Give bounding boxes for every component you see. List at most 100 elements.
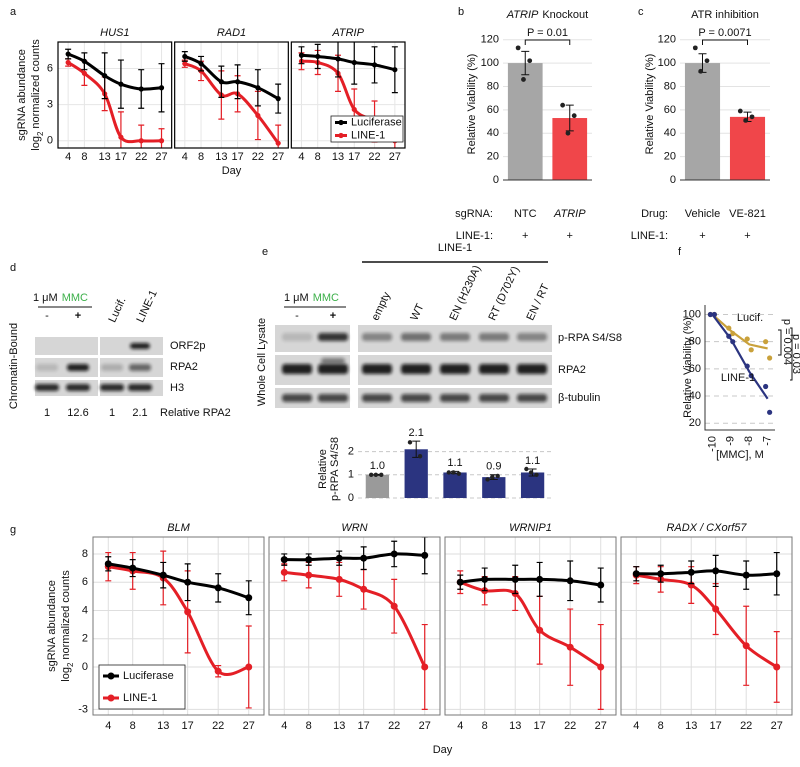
row-entry: + <box>744 230 750 242</box>
x-tick-label: 27 <box>272 151 284 163</box>
x-tick-label: 4 <box>633 720 639 732</box>
facet-frame <box>444 536 617 716</box>
side-label: Whole Cell Lysate <box>256 318 268 406</box>
x-tick-label: 27 <box>389 151 401 163</box>
data-point <box>234 79 241 85</box>
row-label: RPA2 <box>170 361 198 373</box>
lane-label: empty <box>369 290 393 323</box>
x-tick-label: 8 <box>306 720 312 732</box>
blot-band <box>401 364 431 374</box>
blot-band <box>321 358 345 364</box>
y-tick-label: 120 <box>481 34 499 46</box>
lane-label: EN / RT <box>524 282 551 323</box>
y-tick-label: 40 <box>689 390 701 402</box>
data-point <box>298 52 305 58</box>
replicate-point <box>446 470 451 475</box>
blot-band <box>129 364 151 371</box>
data-point <box>767 409 773 415</box>
row-entry: + <box>522 230 528 242</box>
facet-background <box>445 537 616 715</box>
blot-background <box>35 358 98 377</box>
facet-frame <box>268 536 441 716</box>
replicate-point <box>417 454 423 459</box>
data-point <box>742 571 750 579</box>
x-tick-label: 13 <box>99 151 111 163</box>
replicate-point <box>490 474 495 480</box>
replicate-point <box>524 466 529 472</box>
treatment-drug: MMC <box>62 292 88 304</box>
data-point <box>742 642 750 650</box>
data-point <box>730 339 736 345</box>
panel-letter: g <box>10 524 16 536</box>
error-bar <box>565 104 574 132</box>
y-axis-label-part: log <box>30 136 42 151</box>
blot-band <box>318 364 348 374</box>
y-tick-label: 0 <box>493 174 499 186</box>
y-tick-label: 60 <box>689 363 701 375</box>
replicate-point <box>451 470 456 475</box>
lane-label: WT <box>408 302 426 323</box>
replicate-point <box>456 471 462 476</box>
blot-band <box>128 384 152 391</box>
y-axis-label: Relative <box>317 449 329 489</box>
replicate-point <box>379 472 384 477</box>
axis-line <box>704 305 775 431</box>
blot-band <box>401 333 431 341</box>
x-tick-label: 22 <box>740 720 752 732</box>
blot-band <box>440 364 470 374</box>
y-tick-label: 2 <box>82 633 88 645</box>
facet-title: WRNIP1 <box>509 522 552 534</box>
value-label: 1.0 <box>370 460 385 472</box>
data-point <box>214 584 222 592</box>
y-tick-label: 100 <box>481 57 499 69</box>
replicate-point <box>527 58 533 64</box>
bar <box>729 116 766 180</box>
y-tick-label: 80 <box>664 80 676 92</box>
panel-letter: a <box>10 6 17 18</box>
x-tick-label: 13 <box>509 720 521 732</box>
row-label: β-tubulin <box>558 392 600 404</box>
data-point <box>351 106 357 113</box>
replicate-point <box>368 472 374 477</box>
series-label: LINE-1 <box>721 372 755 384</box>
replicate-point <box>743 117 749 123</box>
lane-label: + <box>75 310 81 322</box>
chart-title-part: ATR inhibition <box>691 9 759 21</box>
blot-band <box>101 364 123 371</box>
series-line <box>711 313 768 350</box>
lane-group-header: LINE-1 <box>438 242 472 254</box>
facet-title: WRN <box>341 522 367 534</box>
replicate-point <box>737 108 743 114</box>
facet-frame <box>92 536 265 716</box>
lane-label: RT (D702Y) <box>486 265 522 323</box>
x-tick-label: ATRIP <box>553 208 586 220</box>
data-point <box>351 59 357 66</box>
y-tick-label: 2 <box>348 446 354 458</box>
facet-title: RADX / CXorf57 <box>666 522 747 534</box>
row-label: LINE-1: <box>631 230 668 242</box>
data-point <box>184 578 192 586</box>
data-point <box>360 585 368 593</box>
replicate-point <box>692 45 698 51</box>
y-tick-label: 60 <box>664 104 676 116</box>
facet-title: HUS1 <box>100 27 129 39</box>
data-point <box>597 581 605 589</box>
data-point <box>763 383 769 390</box>
facet-marks <box>104 550 253 709</box>
blot-band <box>318 333 348 341</box>
replicate-point <box>373 472 379 477</box>
data-point <box>335 575 343 583</box>
lane-label: - <box>45 310 49 322</box>
data-point <box>421 663 429 671</box>
x-tick-label: 17 <box>534 720 546 732</box>
x-tick-label: 27 <box>155 151 167 163</box>
x-tick-label: Vehicle <box>685 208 720 220</box>
facet-frame <box>290 41 406 149</box>
x-tick-label: -7 <box>762 436 774 446</box>
treatment-label: 1 μM MMC <box>284 292 339 304</box>
blot-band <box>130 343 150 349</box>
row-label: p-RPA S4/S8 <box>558 332 622 344</box>
data-point <box>81 70 87 76</box>
data-point <box>335 56 341 62</box>
